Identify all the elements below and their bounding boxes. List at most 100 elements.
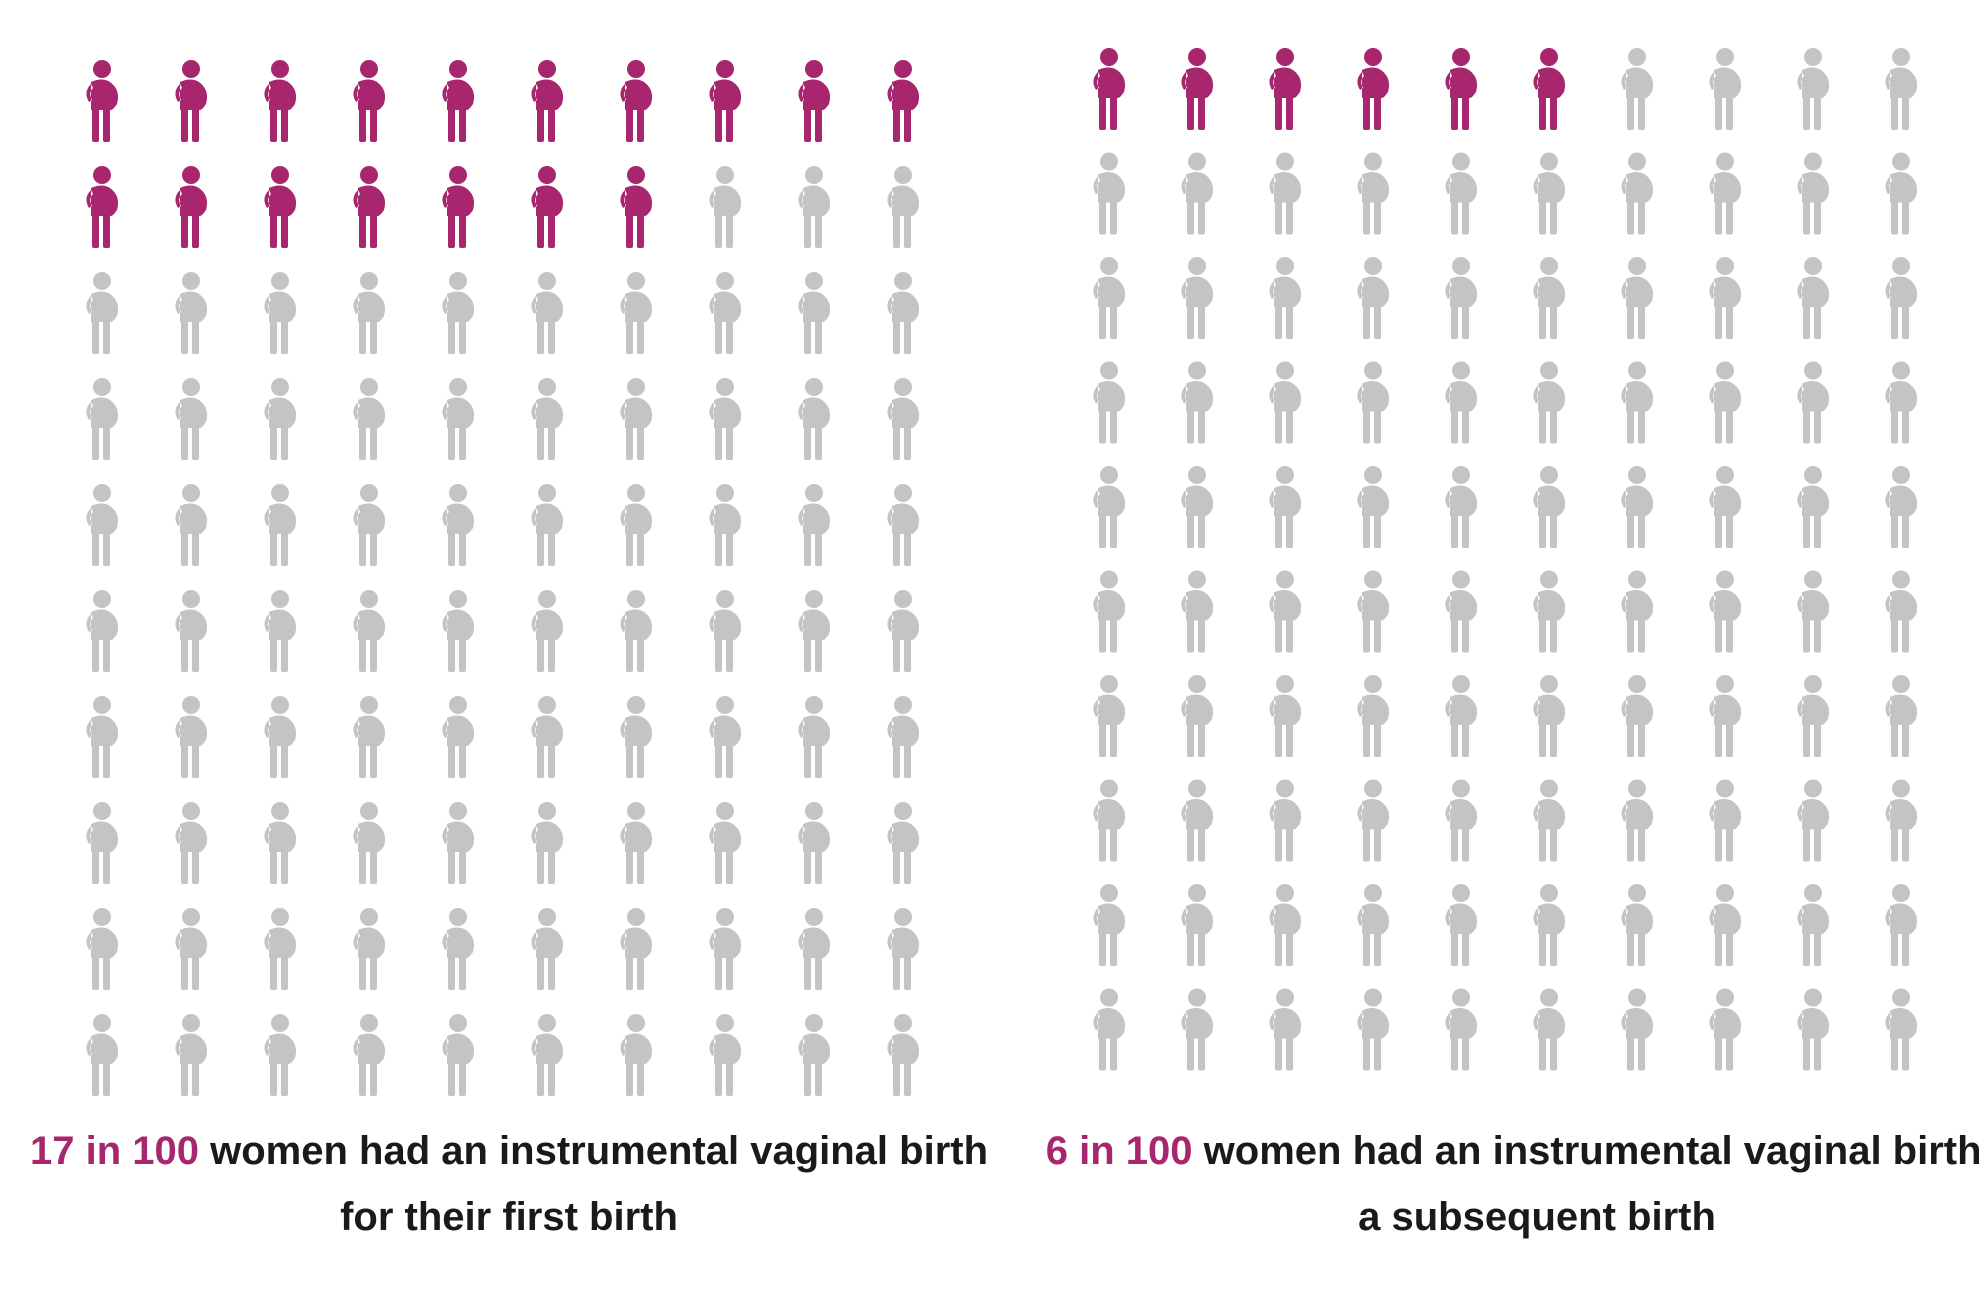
person-icon bbox=[1533, 675, 1566, 757]
person-icon bbox=[709, 802, 742, 884]
person-icon bbox=[1709, 257, 1742, 339]
person-icon bbox=[1709, 779, 1742, 862]
person-icon bbox=[1269, 152, 1302, 235]
person-icon bbox=[1533, 48, 1566, 130]
person-icon bbox=[709, 272, 742, 354]
person-icon bbox=[798, 1014, 831, 1096]
person-icon bbox=[175, 60, 208, 142]
person-icon bbox=[531, 1014, 564, 1096]
person-icon bbox=[1269, 779, 1302, 862]
person-icon bbox=[353, 166, 386, 248]
person-icon bbox=[531, 378, 564, 460]
person-icon bbox=[86, 166, 119, 248]
person-icon bbox=[1709, 570, 1742, 653]
person-icon bbox=[1621, 257, 1654, 339]
person-icon bbox=[1357, 675, 1390, 757]
person-icon bbox=[887, 1014, 920, 1096]
person-icon bbox=[1357, 988, 1390, 1071]
person-icon bbox=[887, 166, 920, 248]
person-icon bbox=[1093, 48, 1126, 130]
person-icon bbox=[1885, 570, 1918, 653]
person-icon bbox=[1797, 48, 1830, 130]
person-icon bbox=[1093, 779, 1126, 862]
person-icon bbox=[353, 484, 386, 566]
person-icon bbox=[1885, 257, 1918, 339]
person-icon bbox=[442, 908, 475, 990]
person-icon bbox=[709, 696, 742, 778]
person-icon bbox=[1621, 570, 1654, 653]
person-icon bbox=[175, 908, 208, 990]
person-icon bbox=[620, 696, 653, 778]
person-icon bbox=[175, 802, 208, 884]
person-icon bbox=[1357, 48, 1390, 130]
person-icon bbox=[1709, 884, 1742, 966]
person-icon bbox=[1269, 570, 1302, 653]
person-icon bbox=[1181, 884, 1214, 966]
person-icon bbox=[1093, 466, 1126, 548]
caption-text: women had an instrumental vaginal birth … bbox=[1203, 1129, 1979, 1239]
person-icon bbox=[709, 60, 742, 142]
person-icon bbox=[1797, 675, 1830, 757]
person-icon bbox=[1181, 988, 1214, 1071]
person-icon bbox=[264, 60, 297, 142]
person-icon bbox=[1269, 988, 1302, 1071]
person-icon bbox=[887, 378, 920, 460]
person-icon bbox=[1621, 48, 1654, 130]
person-icon bbox=[442, 378, 475, 460]
person-icon bbox=[1621, 152, 1654, 235]
person-icon bbox=[1885, 466, 1918, 548]
person-icon bbox=[1093, 675, 1126, 757]
chart bbox=[86, 48, 1918, 1096]
person-icon bbox=[1621, 884, 1654, 966]
person-icon bbox=[1533, 988, 1566, 1071]
person-icon bbox=[442, 802, 475, 884]
person-icon bbox=[1357, 884, 1390, 966]
person-icon bbox=[1533, 257, 1566, 339]
person-icon bbox=[86, 484, 119, 566]
person-icon bbox=[709, 908, 742, 990]
person-icon bbox=[353, 60, 386, 142]
person-icon bbox=[86, 60, 119, 142]
person-icon bbox=[1445, 988, 1478, 1071]
person-icon bbox=[709, 378, 742, 460]
person-icon bbox=[353, 696, 386, 778]
person-icon bbox=[1797, 466, 1830, 548]
person-icon bbox=[442, 1014, 475, 1096]
person-icon bbox=[1709, 466, 1742, 548]
person-icon bbox=[1709, 48, 1742, 130]
person-icon bbox=[531, 272, 564, 354]
highlight-label: 6 in 100 bbox=[1045, 1129, 1193, 1173]
person-icon bbox=[264, 696, 297, 778]
person-icon bbox=[798, 908, 831, 990]
person-icon bbox=[1621, 675, 1654, 757]
caption: 17 in 100 women had an instrumental vagi… bbox=[4, 1118, 1014, 1250]
person-icon bbox=[86, 802, 119, 884]
person-icon bbox=[175, 696, 208, 778]
person-icon bbox=[264, 484, 297, 566]
person-icon bbox=[86, 908, 119, 990]
person-icon bbox=[531, 166, 564, 248]
person-icon bbox=[86, 696, 119, 778]
person-icon bbox=[620, 60, 653, 142]
person-icon bbox=[175, 484, 208, 566]
person-icon bbox=[1181, 152, 1214, 235]
person-icon bbox=[887, 590, 920, 672]
person-icon bbox=[1885, 48, 1918, 130]
person-icon bbox=[531, 60, 564, 142]
person-icon bbox=[798, 590, 831, 672]
caption: 6 in 100 women had an instrumental vagin… bbox=[1032, 1118, 1979, 1250]
person-icon bbox=[620, 484, 653, 566]
person-icon bbox=[1269, 466, 1302, 548]
person-icon bbox=[1181, 675, 1214, 757]
person-icon bbox=[531, 802, 564, 884]
person-icon bbox=[1445, 257, 1478, 339]
person-icon bbox=[1093, 570, 1126, 653]
person-icon bbox=[620, 378, 653, 460]
person-icon bbox=[442, 166, 475, 248]
person-icon bbox=[264, 908, 297, 990]
person-icon bbox=[1797, 988, 1830, 1071]
person-icon bbox=[1533, 884, 1566, 966]
person-icon bbox=[1621, 779, 1654, 862]
person-icon bbox=[1797, 152, 1830, 235]
